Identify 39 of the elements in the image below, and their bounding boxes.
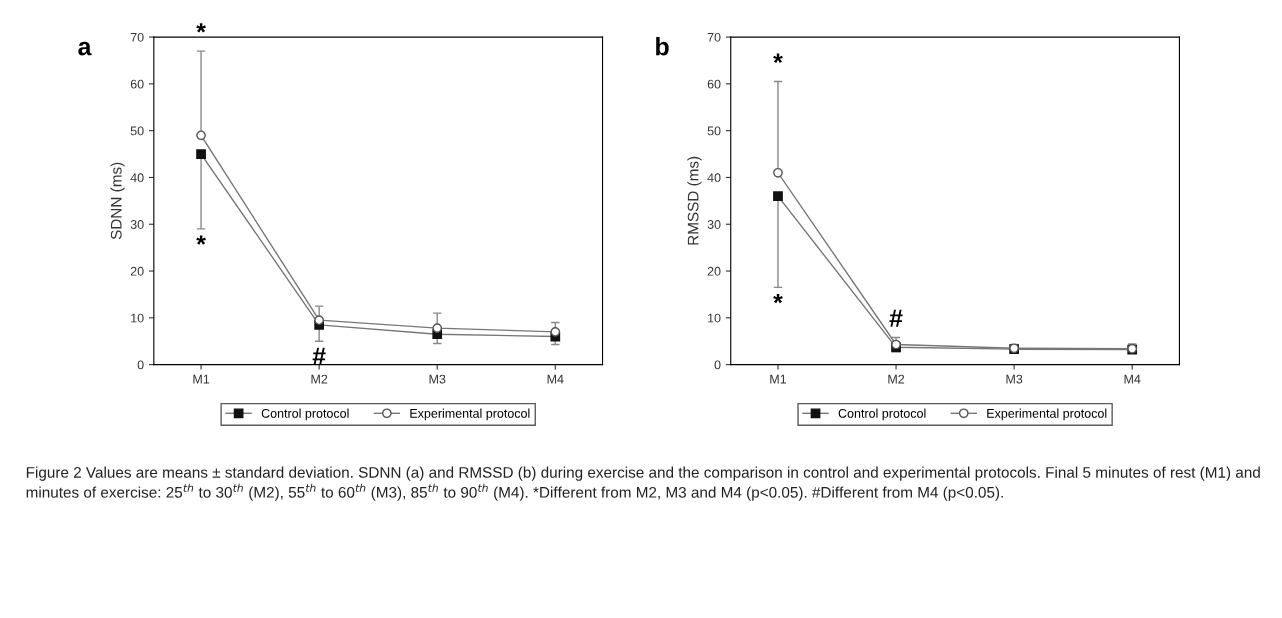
x-tick-label: M1 <box>770 374 787 384</box>
y-tick-label: 30 <box>130 220 144 229</box>
legend-label: Experimental protocol <box>410 408 530 421</box>
y-tick-label: 50 <box>707 126 721 136</box>
y-tick-label: 70 <box>707 32 721 42</box>
y-tick-label: 20 <box>130 266 144 276</box>
legend-label: Control protocol <box>261 408 349 421</box>
annotation: * <box>773 53 783 63</box>
chart-title: a <box>78 41 92 56</box>
x-tick-label: M3 <box>1006 374 1023 384</box>
annotation: * <box>773 293 783 304</box>
y-tick-label: 10 <box>708 313 721 323</box>
y-tick-label: 70 <box>130 32 144 42</box>
annotation: * <box>196 23 206 33</box>
annotation: # <box>889 309 903 327</box>
x-tick-label: M4 <box>547 374 564 384</box>
y-tick-label: 40 <box>130 173 144 183</box>
x-tick-label: M2 <box>311 374 328 384</box>
y-axis-title: SDNN (ms) <box>110 162 125 240</box>
annotation: * <box>196 235 206 245</box>
y-tick-label: 20 <box>707 266 721 276</box>
chart-title: b <box>656 37 669 56</box>
y-tick-label: 0 <box>714 360 721 370</box>
annotation: # <box>312 347 326 365</box>
y-tick-label: 60 <box>707 79 721 89</box>
y-tick-label: 30 <box>707 220 721 229</box>
text: Figure 2 Values are means ± standard deviation. SDNN (a) and RMSSD (b) during exercise and the comparison in control and experimental protocols. Final 5 minutes of rest (M1) and minutes of exercise: 25$^{th}$ to 30$^{th}$ (M2), 55$^{th}$ to 60$^{th}$ (M3), 85$^{th}$ to 90$^{th}$ (M4). *Different from M2, M3 and M4 (p<0.05). #Different from M4 (p<0.05). <box>26 466 1260 501</box>
y-tick-label: 40 <box>707 173 721 183</box>
y-tick-label: 10 <box>131 313 144 323</box>
y-tick-label: 0 <box>137 360 144 370</box>
legend-label: Experimental protocol <box>987 408 1107 421</box>
y-tick-label: 60 <box>130 79 144 89</box>
x-tick-label: M2 <box>888 374 905 384</box>
y-tick-label: 50 <box>130 126 144 136</box>
legend-label: Control protocol <box>838 408 926 421</box>
x-tick-label: M3 <box>429 374 446 384</box>
y-axis-title: RMSSD (ms) <box>687 156 702 245</box>
x-tick-label: M4 <box>1124 374 1141 384</box>
x-tick-label: M1 <box>193 374 210 384</box>
